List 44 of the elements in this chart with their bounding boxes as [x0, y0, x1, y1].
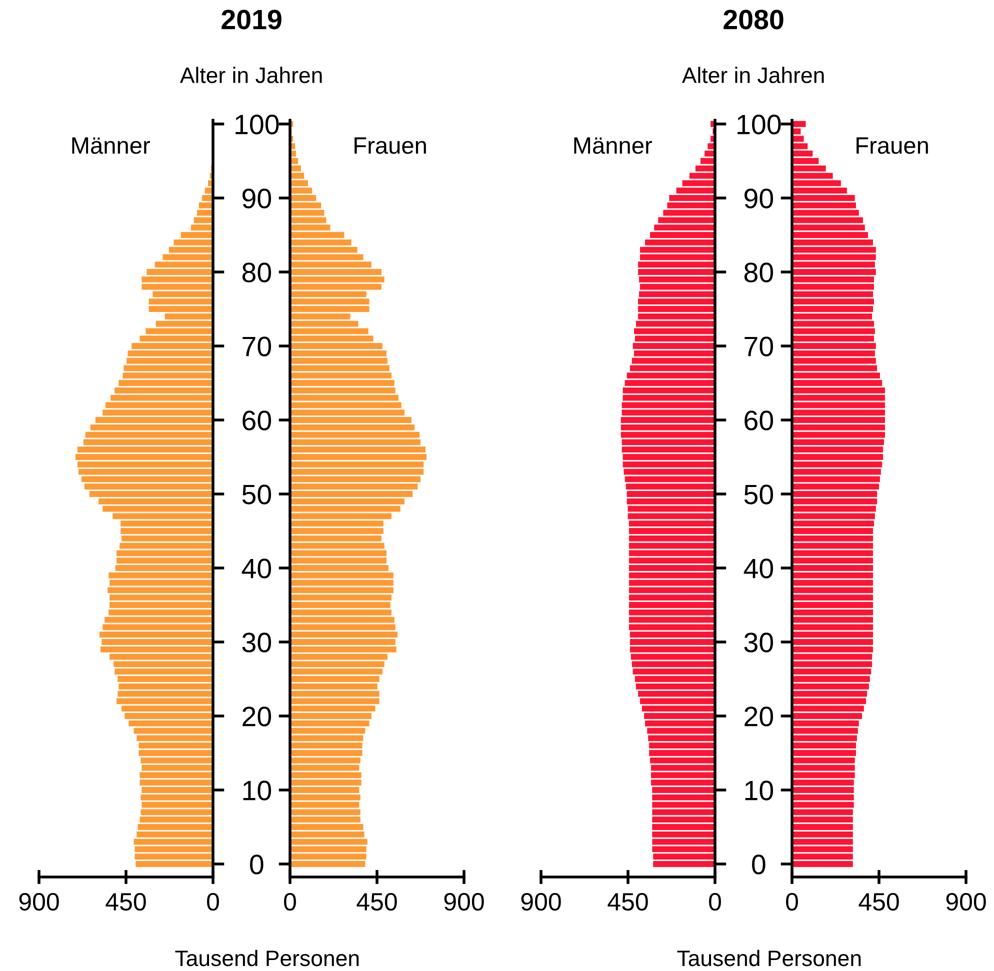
y-tick-label: 80 [744, 262, 774, 282]
y-tick-label: 100 [738, 114, 781, 134]
y-tick-label: 70 [242, 336, 272, 356]
series-label: Frauen [856, 137, 928, 154]
y-tick-label: 90 [744, 188, 774, 208]
y-tick-label: 0 [752, 854, 766, 874]
y-tick-label: 20 [242, 706, 272, 726]
y-tick-label: 90 [242, 188, 272, 208]
y-tick-label: 70 [744, 336, 774, 356]
y-tick-label: 60 [744, 410, 774, 430]
y-tick-label: 10 [745, 780, 774, 800]
x-tick-label: 0 [284, 892, 296, 911]
y-axis-title: Alter in Jahren [180, 66, 322, 84]
x-tick-label: 0 [786, 892, 798, 911]
chart-title: 2019 [222, 10, 282, 30]
y-tick-label: 50 [242, 484, 272, 504]
x-axis-title: Tausend Personen [677, 950, 861, 966]
x-tick-label: 900 [444, 892, 484, 911]
x-tick-label: 900 [521, 892, 561, 911]
text: Männer [72, 137, 150, 154]
x-tick-label: 450 [858, 892, 899, 911]
y-tick-label: 40 [242, 558, 272, 578]
series-label: Männer [574, 137, 652, 154]
y-tick-label: 30 [744, 632, 774, 652]
y-tick-label: 20 [744, 706, 774, 726]
y-tick-label: 30 [242, 632, 272, 652]
x-tick-label: 900 [19, 892, 59, 911]
y-tick-label: 50 [744, 484, 774, 504]
x-tick-label: 450 [106, 892, 146, 911]
y-tick-label: 60 [242, 410, 272, 430]
x-tick-label: 450 [608, 892, 648, 911]
text: Frauen [354, 137, 426, 154]
y-tick-label: 80 [242, 262, 272, 282]
x-tick-label: 450 [356, 892, 397, 911]
x-axis-title: Tausend Personen [175, 950, 359, 966]
y-axis-title: Alter in Jahren [682, 66, 824, 84]
y-tick-label: 40 [744, 558, 774, 578]
y-tick-label: 0 [250, 854, 264, 874]
y-tick-label: 100 [236, 114, 279, 134]
y-tick-label: 10 [243, 780, 272, 800]
x-tick-label: 900 [946, 892, 986, 911]
x-tick-label: 0 [709, 892, 721, 911]
x-tick-label: 0 [207, 892, 219, 911]
chart-title: 2080 [724, 10, 784, 30]
